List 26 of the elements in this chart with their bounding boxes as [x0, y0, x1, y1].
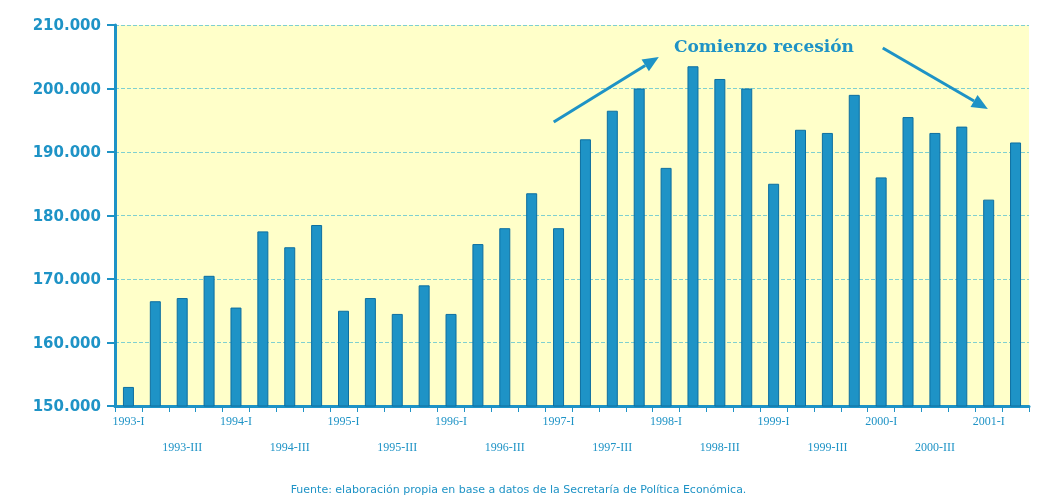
x-tick-label: 1995-III	[377, 439, 418, 454]
x-tick-label: 1995-I	[327, 413, 360, 428]
y-tick-label: 190.000	[32, 143, 101, 161]
y-tick-label: 210.000	[32, 16, 101, 34]
x-tick-label: 1996-I	[435, 413, 468, 428]
x-tick-label: 2000-III	[914, 439, 955, 454]
x-tick-label: 1997-I	[542, 413, 575, 428]
x-tick-label: 2001-I	[972, 413, 1005, 428]
x-tick-label: 1994-III	[269, 439, 310, 454]
y-tick-label: 180.000	[32, 206, 101, 225]
y-tick-label: 160.000	[32, 333, 101, 352]
x-tick-label: 1994-I	[219, 413, 252, 428]
annotation: Comienzo recesión	[673, 36, 854, 56]
x-tick-label: 1993-I	[112, 413, 145, 428]
x-tick-label: 1999-III	[807, 439, 848, 454]
source-note: Fuente: elaboración propia en base a datos de la Secretaría de Política Económica.	[290, 483, 747, 496]
x-tick-label: 1998-III	[699, 439, 740, 454]
x-tick-label: 2000-I	[865, 413, 898, 428]
x-tick-label: 1993-III	[162, 439, 203, 454]
y-tick-label: 150.000	[32, 397, 101, 415]
x-tick-label: 1996-III	[484, 439, 525, 454]
x-tick-label: 1997-III	[592, 439, 633, 454]
y-tick-label: 170.000	[32, 270, 101, 288]
y-tick-label: 200.000	[32, 79, 101, 98]
x-tick-label: 1999-I	[757, 413, 790, 428]
x-tick-label: 1998-I	[650, 413, 683, 428]
